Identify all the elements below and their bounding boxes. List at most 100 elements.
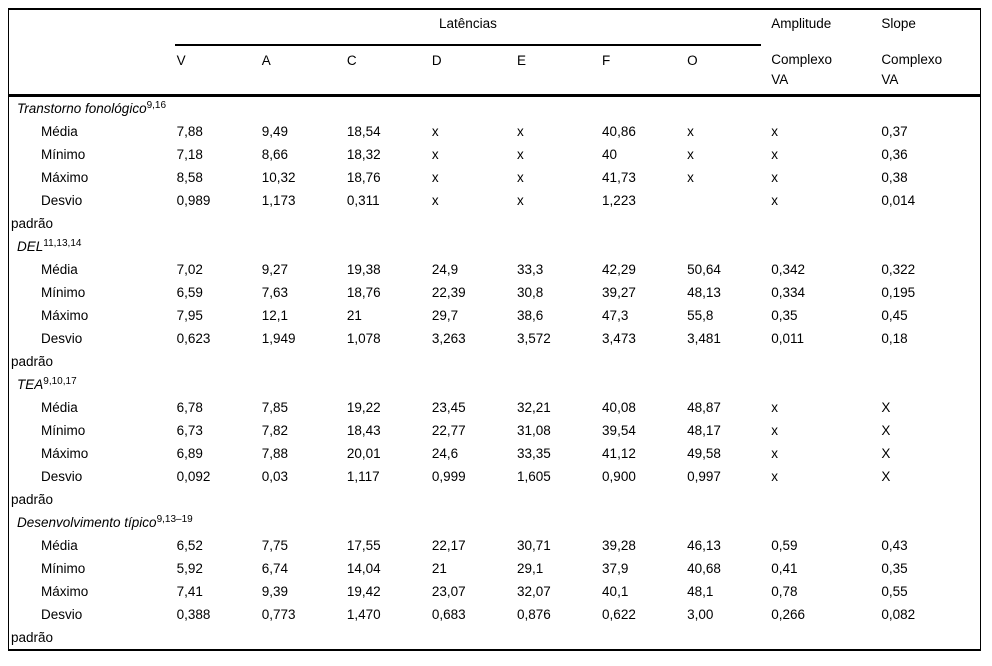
cell-d: 22,77 — [431, 423, 466, 438]
cell-e: 31,08 — [516, 423, 551, 438]
cell-c: 1,117 — [346, 469, 380, 484]
slope-sub-line2: VA — [881, 72, 899, 87]
cell-o: x — [687, 124, 694, 139]
col-header-f: F — [600, 45, 686, 97]
cell-v: 7,95 — [176, 308, 203, 323]
cell-c: 17,55 — [346, 538, 381, 553]
cell-d: 0,999 — [431, 469, 466, 484]
cell-o: 48,13 — [687, 285, 721, 300]
cell-d: 21 — [431, 561, 447, 576]
cell-c: 18,54 — [346, 124, 381, 139]
cell-v: 5,92 — [176, 561, 203, 576]
cell-amplitude: 0,342 — [771, 262, 805, 277]
cell-slope: 0,55 — [881, 584, 908, 599]
cell-slope: X — [881, 400, 891, 415]
cell-c: 18,76 — [346, 285, 381, 300]
cell-c: 19,22 — [346, 400, 381, 415]
cell-f: 3,473 — [602, 331, 636, 346]
cell-c: 18,43 — [346, 423, 381, 438]
cell-a: 10,32 — [261, 170, 296, 185]
group-row-tea: TEA9,10,17 — [9, 373, 981, 396]
cell-amplitude: x — [771, 170, 778, 185]
header-row-top: Latências Amplitude Slope — [9, 9, 981, 46]
row-label: Desvio padrão — [11, 331, 83, 369]
cell-slope: 0,18 — [881, 331, 908, 346]
cell-f: 40 — [602, 147, 618, 162]
group-row-desenvolvimento-tipico: Desenvolvimento típico9,13–19 — [9, 511, 981, 534]
cell-slope: 0,45 — [881, 308, 908, 323]
slope-subheader: Complexo VA — [871, 45, 981, 97]
cell-slope: 0,082 — [881, 607, 916, 622]
cell-amplitude: x — [771, 147, 778, 162]
slope-header: Slope — [881, 16, 916, 31]
cell-o: x — [687, 170, 694, 185]
cell-slope: 0,195 — [881, 285, 916, 300]
latency-results-table: Latências Amplitude Slope V A C D E F O … — [8, 8, 981, 651]
cell-v: 0,388 — [176, 607, 211, 622]
amplitude-header: Amplitude — [771, 16, 832, 31]
cell-v: 7,88 — [176, 124, 203, 139]
cell-slope: X — [881, 423, 891, 438]
cell-amplitude: x — [771, 124, 778, 139]
cell-a: 0,03 — [261, 469, 289, 484]
cell-amplitude: 0,35 — [771, 308, 798, 323]
cell-c: 18,32 — [346, 147, 381, 162]
cell-e: 3,572 — [516, 331, 551, 346]
group-label: DEL — [17, 239, 44, 254]
cell-d: 24,9 — [431, 262, 459, 277]
cell-c: 18,76 — [346, 170, 381, 185]
cell-v: 0,092 — [176, 469, 211, 484]
cell-o: x — [687, 147, 694, 162]
cell-d: 22,39 — [431, 285, 466, 300]
cell-a: 1,173 — [261, 193, 296, 208]
table-row-media: Média 7,02 9,27 19,38 24,9 33,3 42,29 50… — [9, 258, 981, 281]
cell-f: 47,3 — [602, 308, 629, 323]
group-row-del: DEL11,13,14 — [9, 235, 981, 258]
cell-amplitude: x — [771, 446, 778, 461]
cell-v: 0,989 — [176, 193, 211, 208]
cell-v: 6,59 — [176, 285, 203, 300]
row-label: Mínimo — [41, 285, 86, 300]
cell-e: x — [516, 124, 524, 139]
cell-e: 1,605 — [516, 469, 551, 484]
row-label: Máximo — [41, 308, 89, 323]
group-reference-numbers: 9,16 — [146, 100, 167, 111]
cell-c: 20,01 — [346, 446, 381, 461]
table-row-minimo: Mínimo 6,73 7,82 18,43 22,77 31,08 39,54… — [9, 419, 981, 442]
cell-e: 33,35 — [516, 446, 551, 461]
table-row-maximo: Máximo 8,58 10,32 18,76 x x 41,73 x x 0,… — [9, 166, 981, 189]
cell-d: 3,263 — [431, 331, 466, 346]
cell-v: 8,58 — [176, 170, 203, 185]
amplitude-subheader: Complexo VA — [761, 45, 872, 97]
cell-c: 0,311 — [346, 193, 380, 208]
cell-a: 7,63 — [261, 285, 289, 300]
cell-f: 41,12 — [602, 446, 636, 461]
cell-slope: 0,37 — [881, 124, 908, 139]
row-label: Máximo — [41, 170, 89, 185]
cell-o: 48,87 — [687, 400, 721, 415]
cell-o: 48,17 — [687, 423, 721, 438]
cell-o: 40,68 — [687, 561, 721, 576]
cell-o: 48,1 — [687, 584, 714, 599]
cell-amplitude: 0,78 — [771, 584, 798, 599]
cell-a: 1,949 — [261, 331, 296, 346]
row-label: Média — [41, 400, 78, 415]
col-header-e: E — [514, 45, 601, 97]
cell-amplitude: x — [771, 469, 778, 484]
cell-a: 7,82 — [261, 423, 289, 438]
group-reference-numbers: 9,10,17 — [43, 376, 77, 387]
table-row-maximo: Máximo 6,89 7,88 20,01 24,6 33,35 41,12 … — [9, 442, 981, 465]
cell-v: 7,41 — [176, 584, 203, 599]
cell-d: x — [431, 170, 439, 185]
cell-o: 0,997 — [687, 469, 721, 484]
col-header-v: V — [174, 45, 260, 97]
row-label: Média — [41, 262, 78, 277]
header-corner-cell — [9, 9, 175, 45]
cell-e: 38,6 — [516, 308, 544, 323]
cell-o: 3,00 — [687, 607, 714, 622]
cell-e: x — [516, 147, 524, 162]
cell-f: 39,28 — [602, 538, 636, 553]
col-header-d: D — [429, 45, 515, 97]
cell-d: x — [431, 124, 439, 139]
cell-f: 39,27 — [602, 285, 636, 300]
